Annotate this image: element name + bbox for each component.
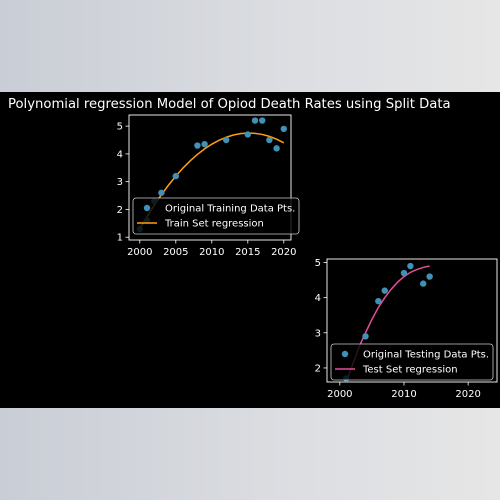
legend-label: Train Set regression [164,219,264,230]
y-tick-label: 5 [315,258,321,269]
train-plot: 2000 2005 2010 2015 2020 1 2 3 4 5 Original Traini… [117,114,300,258]
legend-marker [341,350,349,358]
y-tick-label: 3 [315,328,321,339]
legend-label: Original Training Data Pts. [165,204,295,215]
data-point [407,262,414,270]
legend-box [330,343,494,381]
data-point [426,273,433,280]
x-tick-label: 2005 [163,247,188,258]
x-tick-label: 2015 [235,247,260,258]
x-tick-label: 2010 [391,389,416,400]
y-tick-label: 2 [117,205,123,216]
y-tick-label: 4 [315,293,321,304]
data-point [172,172,179,180]
data-point [381,287,388,294]
legend-marker [143,204,151,212]
data-point [375,297,382,305]
data-point [400,269,408,277]
data-point [273,145,280,152]
data-point [223,136,230,144]
x-tick-label: 2000 [327,389,352,400]
data-point [259,117,266,124]
data-point [362,333,369,340]
legend-box [132,197,300,235]
test-plot: 2000 2010 2020 2 3 4 5 Original Testing Data Pt… [315,258,498,400]
x-tick-label: 2020 [271,247,296,258]
data-point [266,136,273,144]
chart-title: Polynomial regression Model of Opiod Dea… [8,97,451,112]
axes-frame [128,114,292,241]
x-tick-label: 2020 [455,389,480,400]
y-tick-label: 3 [117,177,123,188]
data-point [251,117,259,124]
legend-label: Original Testing Data Pts. [363,350,489,361]
data-point [201,140,208,148]
axes-frame [326,258,498,383]
y-tick-label: 2 [315,363,321,374]
data-point [158,189,165,196]
y-tick-label: 5 [117,122,123,133]
y-tick-label: 1 [117,233,123,244]
data-point [194,142,201,149]
x-tick-label: 2000 [127,247,152,258]
legend-label: Test Set regression [362,365,458,376]
data-point [420,280,427,287]
data-point [280,125,287,133]
x-tick-label: 2010 [199,247,224,258]
data-point [244,131,251,138]
y-tick-label: 4 [117,149,123,160]
